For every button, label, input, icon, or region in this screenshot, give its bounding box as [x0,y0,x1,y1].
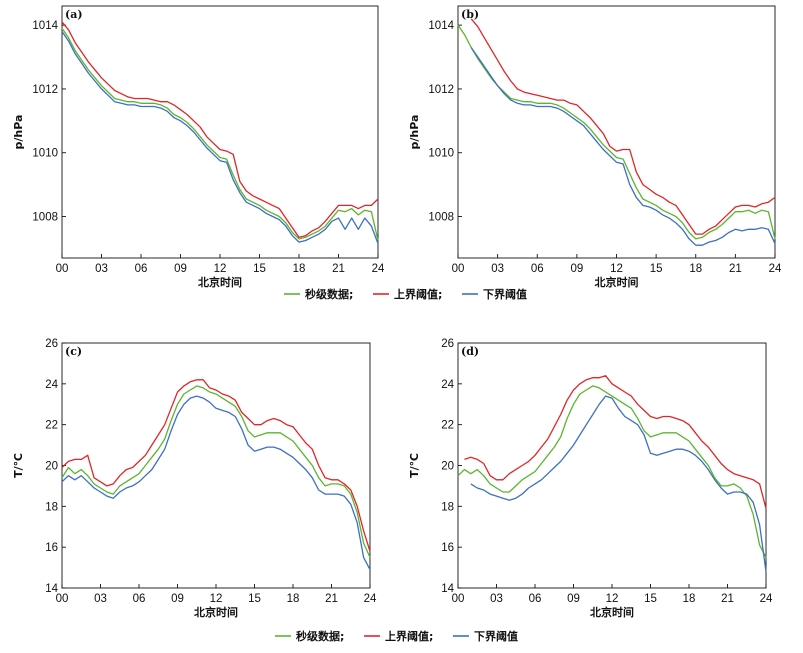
y-tick-label: 1010 [32,148,58,160]
y-axis-label: T/℃ [12,453,25,478]
x-tick-label: 03 [95,263,108,275]
legend-label: 秒级数据; [296,629,344,643]
y-tick-label: 1008 [428,212,454,224]
legend-label: 上界阈值; [394,287,442,301]
series-line-lower [61,31,379,244]
series-line-upper [61,379,371,552]
chart-panel-2: 1008 1010 1012 1014 00 03 06 09 12 15 18 21 24 (b) 北京时… [408,5,782,289]
series-line-second [457,24,776,240]
x-axis-label: 北京时间 [198,275,242,289]
y-tick-label: 18 [45,501,58,513]
legend-label: 下界阈值 [483,287,527,301]
y-tick-label: 1014 [428,20,454,32]
y-tick-label: 1008 [32,212,58,224]
y-tick-label: 24 [45,379,58,391]
x-tick-label: 00 [56,263,69,275]
y-tick-label: 1010 [428,148,454,160]
x-tick-label: 15 [644,593,657,605]
y-tick-label: 1012 [428,84,454,96]
series-line-upper [464,375,767,509]
x-tick-label: 00 [56,593,69,605]
x-tick-label: 18 [689,263,702,275]
x-tick-label: 00 [452,593,465,605]
x-tick-label: 21 [332,263,345,275]
y-tick-label: 1014 [32,20,58,32]
x-tick-label: 24 [760,593,773,605]
x-tick-label: 24 [372,263,385,275]
x-tick-label: 21 [721,593,734,605]
x-tick-label: 06 [135,263,148,275]
x-tick-label: 24 [364,593,377,605]
x-tick-label: 24 [769,263,782,275]
x-tick-label: 12 [214,263,227,275]
panel-label: (b) [461,8,479,21]
panel-label: (c) [65,345,82,358]
y-tick-label: 16 [45,542,58,554]
panels: 1008 1010 1012 1014 00 03 06 09 12 15 18 21 24 (a) 北京时… [12,5,782,619]
series-line-upper [470,18,776,235]
x-tick-label: 09 [570,263,583,275]
y-tick-label: 24 [441,379,454,391]
x-tick-label: 15 [248,593,261,605]
y-tick-label: 1012 [32,84,58,96]
series-line-second [61,27,379,241]
y-axis-label: T/℃ [408,453,421,478]
series-line-lower [470,395,767,572]
plot-frame [457,342,767,589]
chart-panel-1: 1008 1010 1012 1014 00 03 06 09 12 15 18 21 24 (a) 北京时… [12,5,385,289]
x-tick-label: 12 [610,263,623,275]
x-tick-label: 12 [210,593,223,605]
x-axis-label: 北京时间 [590,605,634,619]
y-tick-label: 22 [45,420,58,432]
x-tick-label: 03 [491,263,504,275]
x-tick-label: 00 [452,263,465,275]
chart-panel-3: 14 16 18 20 22 24 26 00 03 06 09 12 15 18 21 24 (c) 北京时间 T… [12,338,377,619]
chart-panel-4: 14 16 18 20 22 24 26 00 03 06 09 12 15 18 21 24 (d) 北京时间 T… [408,338,773,619]
legend-label: 下界阈值 [474,629,518,643]
x-tick-label: 18 [293,263,306,275]
x-tick-label: 18 [287,593,300,605]
x-tick-label: 09 [567,593,580,605]
series-line-lower [470,47,776,246]
x-tick-label: 18 [683,593,696,605]
x-tick-label: 06 [529,593,542,605]
x-tick-label: 06 [531,263,544,275]
x-tick-label: 03 [94,593,107,605]
y-tick-label: 16 [441,542,454,554]
x-tick-label: 15 [253,263,266,275]
x-tick-label: 21 [729,263,742,275]
x-tick-label: 15 [650,263,663,275]
y-tick-label: 14 [441,583,454,595]
y-axis-label: p/hPa [12,115,25,150]
legend-1: 秒级数据; 上界阈值; 下界阈值 [284,287,527,301]
plot-frame [61,342,371,589]
x-tick-label: 09 [174,263,187,275]
panel-label: (d) [461,345,479,358]
y-tick-label: 18 [441,501,454,513]
legend-label: 上界阈值; [385,629,433,643]
y-tick-label: 22 [441,420,454,432]
x-tick-label: 21 [325,593,338,605]
y-tick-label: 20 [45,461,58,473]
x-tick-label: 12 [606,593,619,605]
y-tick-label: 14 [45,583,58,595]
legend-label: 秒级数据; [305,287,353,301]
x-tick-label: 09 [171,593,184,605]
panel-label: (a) [65,8,83,21]
series-line-upper [61,21,379,238]
y-tick-label: 26 [441,338,454,350]
series-line-lower [61,395,371,570]
y-tick-label: 20 [441,461,454,473]
x-axis-label: 北京时间 [595,275,639,289]
x-tick-label: 06 [133,593,146,605]
x-tick-label: 03 [490,593,503,605]
series-line-second [61,385,371,558]
x-axis-label: 北京时间 [194,605,238,619]
y-axis-label: p/hPa [408,115,421,150]
series-line-second [457,385,767,558]
y-tick-label: 26 [45,338,58,350]
legend-2: 秒级数据; 上界阈值; 下界阈值 [275,629,518,643]
